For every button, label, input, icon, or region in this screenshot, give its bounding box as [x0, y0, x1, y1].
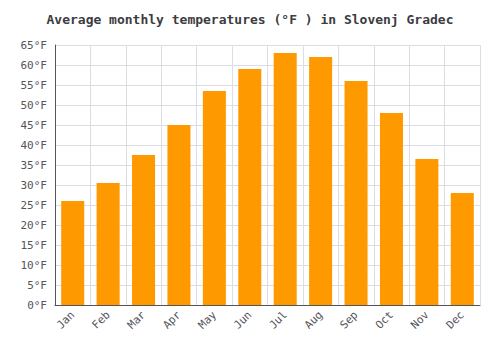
svg-text:50°F: 50°F — [21, 99, 48, 112]
svg-text:Jan: Jan — [54, 308, 77, 331]
svg-text:15°F: 15°F — [21, 239, 48, 252]
svg-text:May: May — [196, 308, 219, 331]
svg-text:Jun: Jun — [231, 308, 254, 331]
svg-text:45°F: 45°F — [21, 119, 48, 132]
svg-text:60°F: 60°F — [21, 59, 48, 72]
svg-text:35°F: 35°F — [21, 159, 48, 172]
svg-text:Sep: Sep — [337, 308, 360, 331]
svg-text:10°F: 10°F — [21, 259, 48, 272]
svg-text:Aug: Aug — [302, 308, 325, 331]
svg-text:Jul: Jul — [267, 308, 290, 331]
svg-text:Feb: Feb — [89, 308, 112, 331]
svg-text:Oct: Oct — [373, 308, 396, 331]
svg-text:0°F: 0°F — [27, 299, 47, 312]
svg-text:65°F: 65°F — [21, 39, 48, 52]
svg-text:25°F: 25°F — [21, 199, 48, 212]
svg-text:Mar: Mar — [125, 308, 148, 331]
svg-text:Nov: Nov — [408, 308, 431, 331]
svg-text:Dec: Dec — [444, 308, 467, 331]
svg-text:Apr: Apr — [160, 308, 183, 331]
svg-text:5°F: 5°F — [27, 279, 47, 292]
svg-text:20°F: 20°F — [21, 219, 48, 232]
svg-text:30°F: 30°F — [21, 179, 48, 192]
svg-text:55°F: 55°F — [21, 79, 48, 92]
svg-text:40°F: 40°F — [21, 139, 48, 152]
svg-text:Average monthly temperatures (: Average monthly temperatures (°F ) in Sl… — [47, 12, 454, 27]
